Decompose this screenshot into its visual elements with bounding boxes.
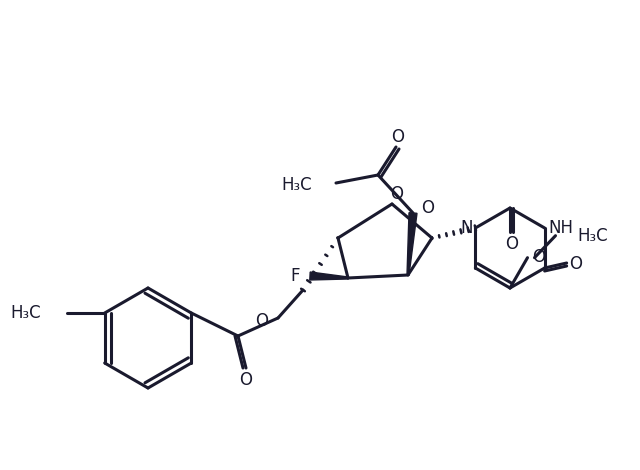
Text: H₃C: H₃C	[577, 227, 608, 245]
Polygon shape	[310, 272, 348, 280]
Text: O: O	[569, 255, 582, 273]
Text: O: O	[390, 185, 403, 203]
Text: H₃C: H₃C	[10, 304, 41, 322]
Text: O: O	[506, 235, 518, 253]
Text: N: N	[461, 219, 474, 237]
Text: NH: NH	[548, 219, 573, 237]
Text: H₃C: H₃C	[282, 176, 312, 194]
Text: F: F	[291, 267, 300, 285]
Text: O: O	[532, 248, 545, 266]
Text: O: O	[421, 199, 434, 217]
Polygon shape	[407, 213, 417, 275]
Text: O: O	[392, 128, 404, 146]
Text: O: O	[239, 371, 253, 389]
Text: O: O	[255, 312, 268, 330]
